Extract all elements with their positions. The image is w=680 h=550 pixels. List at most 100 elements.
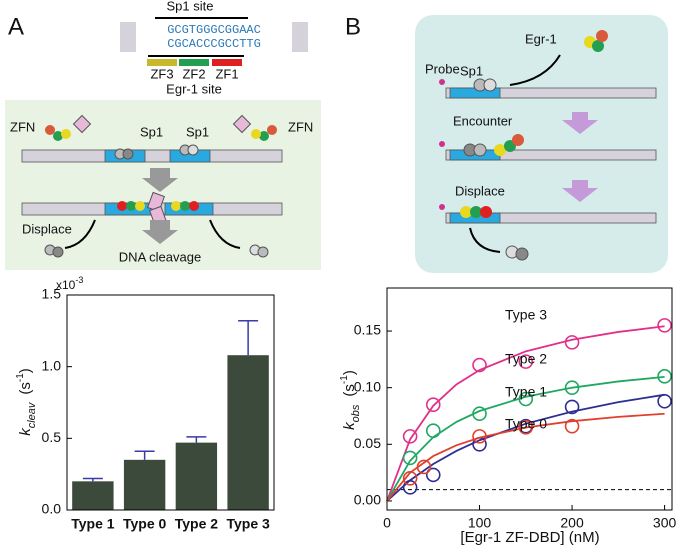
series-label: Type 2	[505, 351, 547, 367]
x-tick-label: 200	[560, 515, 584, 531]
y-tick-label: 0.05	[354, 435, 381, 451]
data-point	[657, 393, 672, 409]
label: Sp1	[140, 124, 163, 139]
probe	[439, 141, 445, 147]
label: ZF3	[150, 66, 173, 81]
data-point	[657, 369, 672, 384]
dna-end	[292, 22, 308, 52]
y-tick-label: 0.0	[42, 501, 62, 517]
y-tick-label: 0.15	[354, 322, 381, 338]
data-point	[425, 423, 441, 439]
fit-line	[386, 393, 665, 502]
label: Displace	[22, 221, 72, 236]
label: Egr-1	[525, 31, 557, 46]
protein-icon	[114, 144, 199, 160]
sequence: GCGTGGGCGGAAC	[167, 23, 261, 37]
arrow	[562, 112, 598, 134]
label: ZFN	[10, 119, 35, 134]
data-point	[657, 318, 672, 333]
protein-icon	[45, 114, 277, 141]
y-tick-label: 0.5	[42, 429, 62, 445]
dna	[445, 87, 657, 99]
sequence: CGCACCCGCCTTG	[167, 37, 261, 51]
y-multiplier: x10-3	[56, 275, 83, 292]
label: Probe	[425, 61, 460, 76]
y-tick-label: 0.10	[354, 378, 381, 394]
x-tick-label: 0	[383, 515, 391, 531]
data-point	[564, 380, 580, 395]
arrow	[209, 219, 241, 249]
protein-icon	[257, 246, 269, 258]
data-point	[402, 480, 418, 495]
data-point	[425, 397, 441, 412]
series-label: Type 1	[505, 384, 547, 400]
data-point	[402, 450, 418, 466]
plot-frame	[66, 294, 275, 511]
arrow	[509, 54, 561, 86]
data-point	[518, 391, 534, 407]
panel-label: B	[345, 13, 361, 40]
data-point	[416, 459, 432, 475]
arrow	[142, 220, 178, 244]
x-tick-label: Type 2	[175, 516, 219, 532]
data-point	[564, 335, 580, 350]
probe	[439, 204, 445, 210]
dna-end	[120, 22, 136, 52]
bar	[72, 481, 114, 510]
zf-block	[147, 59, 177, 66]
bar	[123, 459, 166, 510]
panel-b-diagram: Egr-1 Probe Sp1 Encounter Displace	[415, 15, 668, 273]
data-point	[402, 429, 418, 444]
data-point	[472, 406, 487, 422]
arrow	[64, 219, 96, 249]
dna	[445, 212, 657, 224]
series-label: Type 0	[505, 416, 547, 432]
panel-label: A	[8, 13, 24, 40]
arrow	[562, 180, 598, 202]
series-label: Type 3	[505, 307, 547, 323]
data-point	[425, 467, 441, 483]
bar	[227, 355, 269, 510]
label: DNA cleavage	[119, 249, 201, 264]
label: ZF1	[215, 66, 238, 81]
arrow	[469, 227, 501, 253]
x-tick-label: Type 1	[71, 516, 115, 532]
label: Sp1	[460, 63, 483, 78]
label: ZFN	[288, 119, 313, 134]
label: ZF2	[182, 66, 205, 81]
y-tick-label: 1.0	[42, 357, 62, 373]
fit-line	[386, 325, 665, 502]
background	[415, 15, 668, 273]
y-tick-label: 0.00	[354, 492, 381, 508]
x-tick-label: 300	[653, 515, 677, 531]
y-axis-label: kcleav(s-1)	[15, 368, 38, 436]
label: Sp1 site	[167, 0, 214, 13]
data-point	[518, 420, 534, 435]
x-tick-label: 100	[468, 515, 492, 531]
data-point	[564, 399, 580, 415]
dna	[21, 149, 283, 163]
panel-a-diagram: Sp1 site GCGTGGGCGGAAC CGCACCCGCCTTG ZF3…	[5, 0, 321, 270]
data-point	[518, 354, 534, 369]
probe	[439, 79, 445, 85]
fit-line	[386, 376, 665, 502]
dna	[445, 149, 657, 161]
label: Displace	[455, 183, 505, 198]
data-point	[472, 357, 487, 373]
label: Encounter	[453, 113, 513, 128]
protein-icon	[52, 246, 64, 258]
label: Egr-1 site	[166, 81, 222, 96]
zf-block	[212, 59, 242, 66]
x-tick-label: Type 0	[123, 516, 167, 532]
bar	[175, 442, 218, 510]
x-axis-label: [Egr-1 ZF-DBD] (nM)	[460, 529, 599, 546]
data-point	[564, 418, 580, 434]
arrow	[142, 168, 178, 192]
zf-block	[179, 59, 209, 66]
data-point	[472, 429, 487, 444]
x-tick-label: Type 3	[226, 516, 270, 532]
plot-frame	[386, 287, 673, 511]
label: Sp1	[186, 124, 209, 139]
y-tick-label: 1.5	[42, 286, 62, 302]
